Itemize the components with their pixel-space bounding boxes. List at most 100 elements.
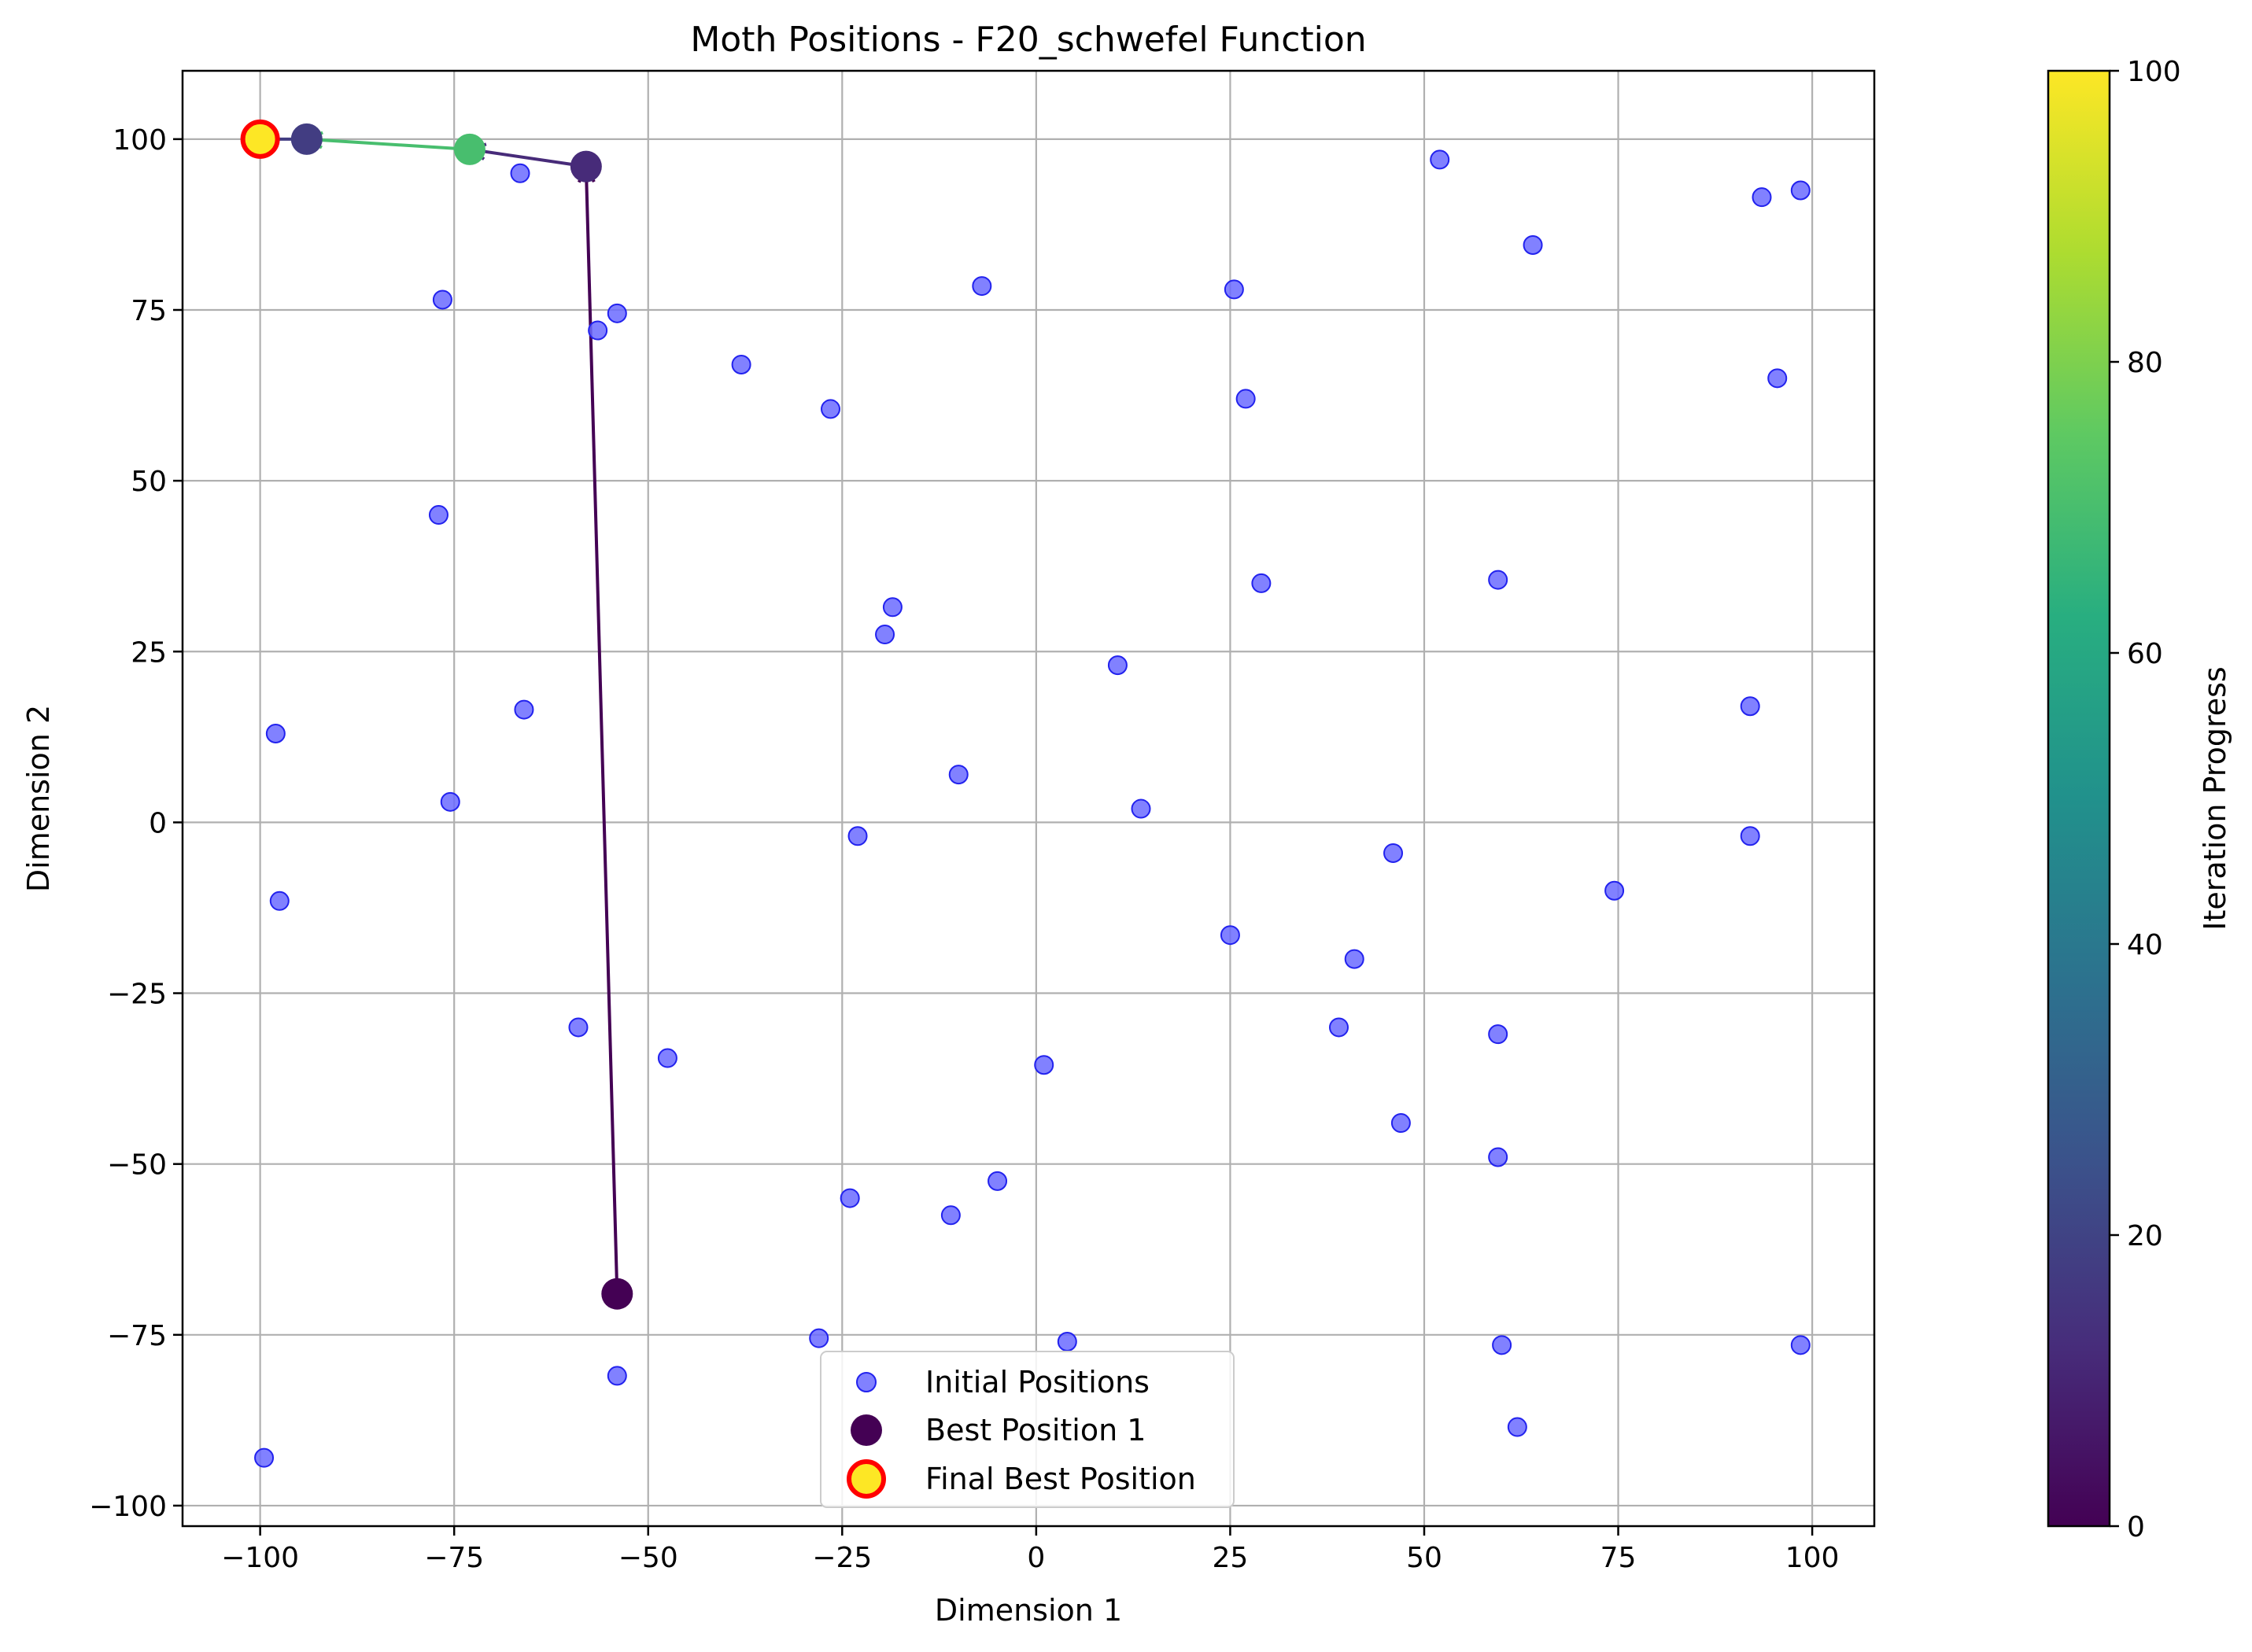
initial-position-point [428,505,449,525]
x-tick-label: 100 [1785,1542,1840,1574]
legend-frame [820,1351,1235,1508]
best-path-segment [306,137,471,151]
x-tick-label: 75 [1600,1542,1637,1574]
y-tick-label: 75 [131,295,167,327]
y-tick-label: −50 [107,1149,167,1182]
x-tick-label: −100 [221,1542,299,1574]
initial-position-point [1107,655,1128,676]
y-tick-label: 100 [113,124,167,157]
colorbar-tick-label: 0 [2127,1511,2145,1543]
initial-position-point [1328,1017,1349,1038]
initial-position-point [840,1188,860,1208]
best-path-segment [469,147,587,168]
initial-position-point [1251,573,1272,593]
initial-position-point [607,303,627,323]
initial-position-point [882,597,903,618]
best-position-point [570,150,602,183]
initial-position-point [269,891,290,911]
initial-position-point [1235,389,1256,409]
plot-area: −100 −75 −50 −25 0 25 50 75 100 −100 −75 −50 −25 0 25… [89,69,1876,1574]
initial-position-point [1488,1147,1508,1167]
y-tick-label: −25 [107,979,167,1011]
initial-position-point [1790,1335,1811,1355]
colorbar-tick-label: 100 [2127,56,2181,88]
x-tick-label: −25 [812,1542,872,1574]
initial-position-point [1390,1113,1411,1134]
initial-position-point [1488,570,1508,590]
initial-position-point [568,1017,589,1038]
initial-position-point [1488,1024,1508,1045]
initial-position-point [809,1328,829,1348]
x-tick-label: 50 [1406,1542,1442,1574]
initial-position-point [940,1205,961,1226]
initial-position-point [821,399,841,419]
initial-positions-series [254,149,1811,1468]
x-tick-label: 25 [1213,1542,1249,1574]
initial-position-point [1767,368,1788,389]
initial-position-point [948,765,969,785]
x-tick-label: −75 [424,1542,484,1574]
legend: Initial Positions Best Position 1 Final … [820,1351,1235,1508]
y-tick-label: 0 [149,807,167,839]
colorbar: 0 20 40 60 80 100 Iteration Progress [2047,56,2232,1543]
x-axis-ticks: −100 −75 −50 −25 0 25 50 75 100 [221,1526,1839,1574]
initial-position-point [265,723,286,743]
initial-position-point [1344,949,1364,969]
initial-position-point [972,276,992,297]
initial-position-point [588,320,608,341]
initial-position-point [657,1048,677,1068]
initial-position-point [432,289,452,310]
colorbar-tick-label: 40 [2127,929,2163,961]
x-tick-label: 0 [1027,1542,1045,1574]
initial-position-point [988,1171,1008,1191]
y-tick-label: −75 [107,1320,167,1352]
legend-label-best-position-1: Best Position 1 [925,1413,1146,1447]
y-axis-ticks: −100 −75 −50 −25 0 25 50 75 100 [89,124,183,1523]
best-path-segment [584,166,619,1294]
initial-position-point [1224,279,1244,300]
legend-marker-final-best-position [847,1459,886,1499]
y-axis-label: Dimension 2 [21,705,56,892]
legend-marker-initial-positions [856,1372,877,1392]
legend-label-initial-positions: Initial Positions [925,1365,1150,1399]
initial-position-point [875,625,895,645]
initial-position-point [254,1447,275,1468]
y-tick-label: 25 [131,636,167,669]
initial-position-point [1034,1055,1054,1075]
initial-position-point [510,163,530,183]
initial-position-point [1752,187,1772,208]
y-tick-label: 50 [131,466,167,498]
initial-position-point [514,699,534,720]
initial-position-point [1523,234,1543,255]
initial-position-point [1430,149,1450,170]
colorbar-tick-label: 60 [2127,638,2163,670]
x-tick-label: −50 [618,1542,678,1574]
initial-position-point [1383,843,1404,863]
initial-position-point [1131,798,1151,819]
colorbar-tick-label: 20 [2127,1220,2163,1252]
initial-position-point [1604,880,1625,901]
initial-position-point [1740,826,1760,846]
best-position-point [290,123,323,155]
y-tick-label: −100 [89,1491,167,1523]
final-best-position-point [240,119,280,159]
initial-position-point [1507,1417,1527,1437]
chart-title: Moth Positions - F20_schwefel Function [690,20,1366,60]
legend-label-final-best-position: Final Best Position [925,1462,1196,1496]
initial-position-point [1740,696,1760,717]
initial-position-point [1492,1335,1512,1355]
initial-position-point [1220,925,1240,946]
best-position-point [601,1278,633,1310]
initial-position-point [1057,1331,1077,1351]
plot-frame [181,69,1876,1528]
colorbar-gradient [2047,69,2111,1528]
initial-position-point [1790,180,1811,201]
colorbar-tick-label: 80 [2127,347,2163,379]
best-position-point [453,133,485,165]
x-axis-label: Dimension 1 [935,1593,1122,1628]
initial-position-point [847,826,868,846]
colorbar-label: Iteration Progress [2198,666,2232,930]
best-positions-series [240,119,633,1310]
colorbar-ticks: 0 20 40 60 80 100 [2110,56,2181,1543]
